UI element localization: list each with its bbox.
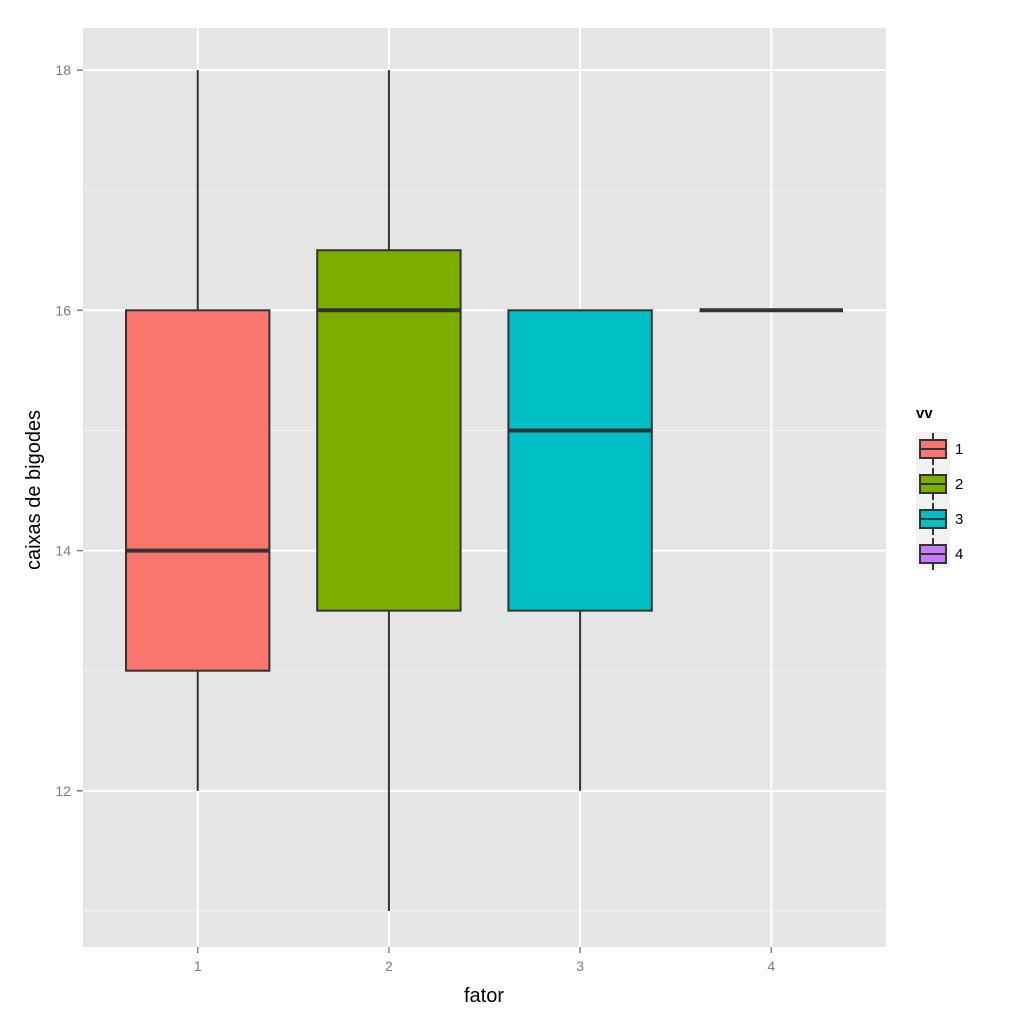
box-group-1 [125,70,271,791]
x-tick-label: 4 [767,958,775,974]
legend-label-1: 1 [955,441,963,458]
box-group-2 [316,70,462,911]
x-tick-label: 3 [576,958,584,974]
y-tick-label: 16 [55,302,71,318]
box-3 [507,309,653,612]
legend: vv 1 2 3 4 [916,405,963,570]
legend-item-3: 3 [919,503,963,535]
x-tick-label: 2 [385,958,393,974]
legend-item-1: 1 [919,433,963,465]
legend-item-2: 2 [919,468,963,500]
legend-title: vv [916,405,933,422]
legend-label-2: 2 [955,476,963,493]
x-axis-title: fator [464,985,504,1007]
y-tick-label: 12 [55,783,71,799]
legend-item-4: 4 [919,538,963,570]
x-tick-label: 1 [194,958,202,974]
box-group-3 [507,309,653,791]
box-layer [125,70,843,911]
y-tick-label: 14 [55,543,71,559]
box-2 [316,249,462,612]
legend-label-4: 4 [955,546,963,563]
y-tick-label: 18 [55,62,71,78]
y-axis-title: caixas de bigodes [23,410,45,570]
legend-label-3: 3 [955,511,963,528]
box-1 [125,309,271,672]
